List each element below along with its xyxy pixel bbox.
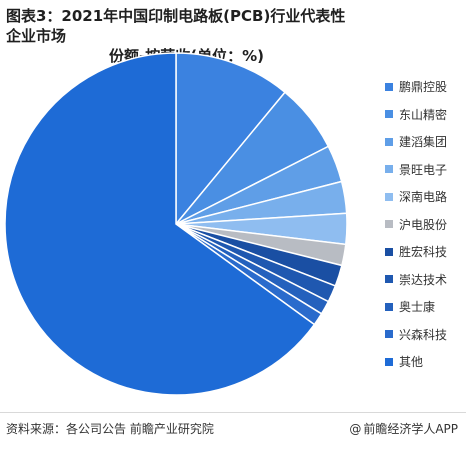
legend-swatch [385,192,393,201]
legend-swatch [385,330,393,339]
legend-label: 胜宏科技 [399,245,448,260]
legend-label: 深南电路 [399,190,448,205]
legend-label: 崇达技术 [399,272,448,287]
legend-swatch [385,165,393,174]
legend-swatch [385,82,393,91]
legend-label: 东山精密 [399,107,448,122]
legend-label: 其他 [399,355,424,370]
brand-label: 前瞻经济学人APP [363,422,458,436]
legend-label: 奥士康 [399,300,436,315]
legend-swatch [385,247,393,256]
legend-label: 景旺电子 [399,162,448,177]
chart-legend: 鹏鼎控股东山精密建滔集团景旺电子深南电路沪电股份胜宏科技崇达技术奥士康兴森科技其… [385,73,465,376]
brand-credit: @ 前瞻经济学人APP [349,420,458,437]
legend-label: 沪电股份 [399,217,448,232]
source-note: 资料来源：各公司公告 前瞻产业研究院 [6,422,214,436]
legend-swatch [385,220,393,229]
legend-label: 建滔集团 [399,135,448,150]
legend-item-4: 景旺电子 [385,156,465,184]
legend-item-5: 深南电路 [385,183,465,211]
legend-item-7: 胜宏科技 [385,238,465,266]
legend-label: 兴森科技 [399,327,448,342]
legend-item-6: 沪电股份 [385,211,465,239]
legend-swatch [385,275,393,284]
legend-swatch [385,302,393,311]
legend-item-8: 崇达技术 [385,266,465,294]
at-icon: @ [349,422,362,436]
footer-divider [0,412,466,413]
legend-item-2: 东山精密 [385,101,465,129]
chart-title-line-1: 图表3：2021年中国印制电路板(PCB)行业代表性企业市场 [6,7,346,45]
legend-item-3: 建滔集团 [385,128,465,156]
legend-swatch [385,137,393,146]
legend-swatch [385,110,393,119]
legend-item-1: 鹏鼎控股 [385,73,465,101]
legend-swatch [385,357,393,366]
legend-label: 鹏鼎控股 [399,80,448,95]
legend-item-9: 奥士康 [385,293,465,321]
pie-slice-1 [175,52,287,227]
legend-item-11: 其他 [385,348,465,376]
pie-slice-11 [4,52,316,396]
legend-item-10: 兴森科技 [385,321,465,349]
